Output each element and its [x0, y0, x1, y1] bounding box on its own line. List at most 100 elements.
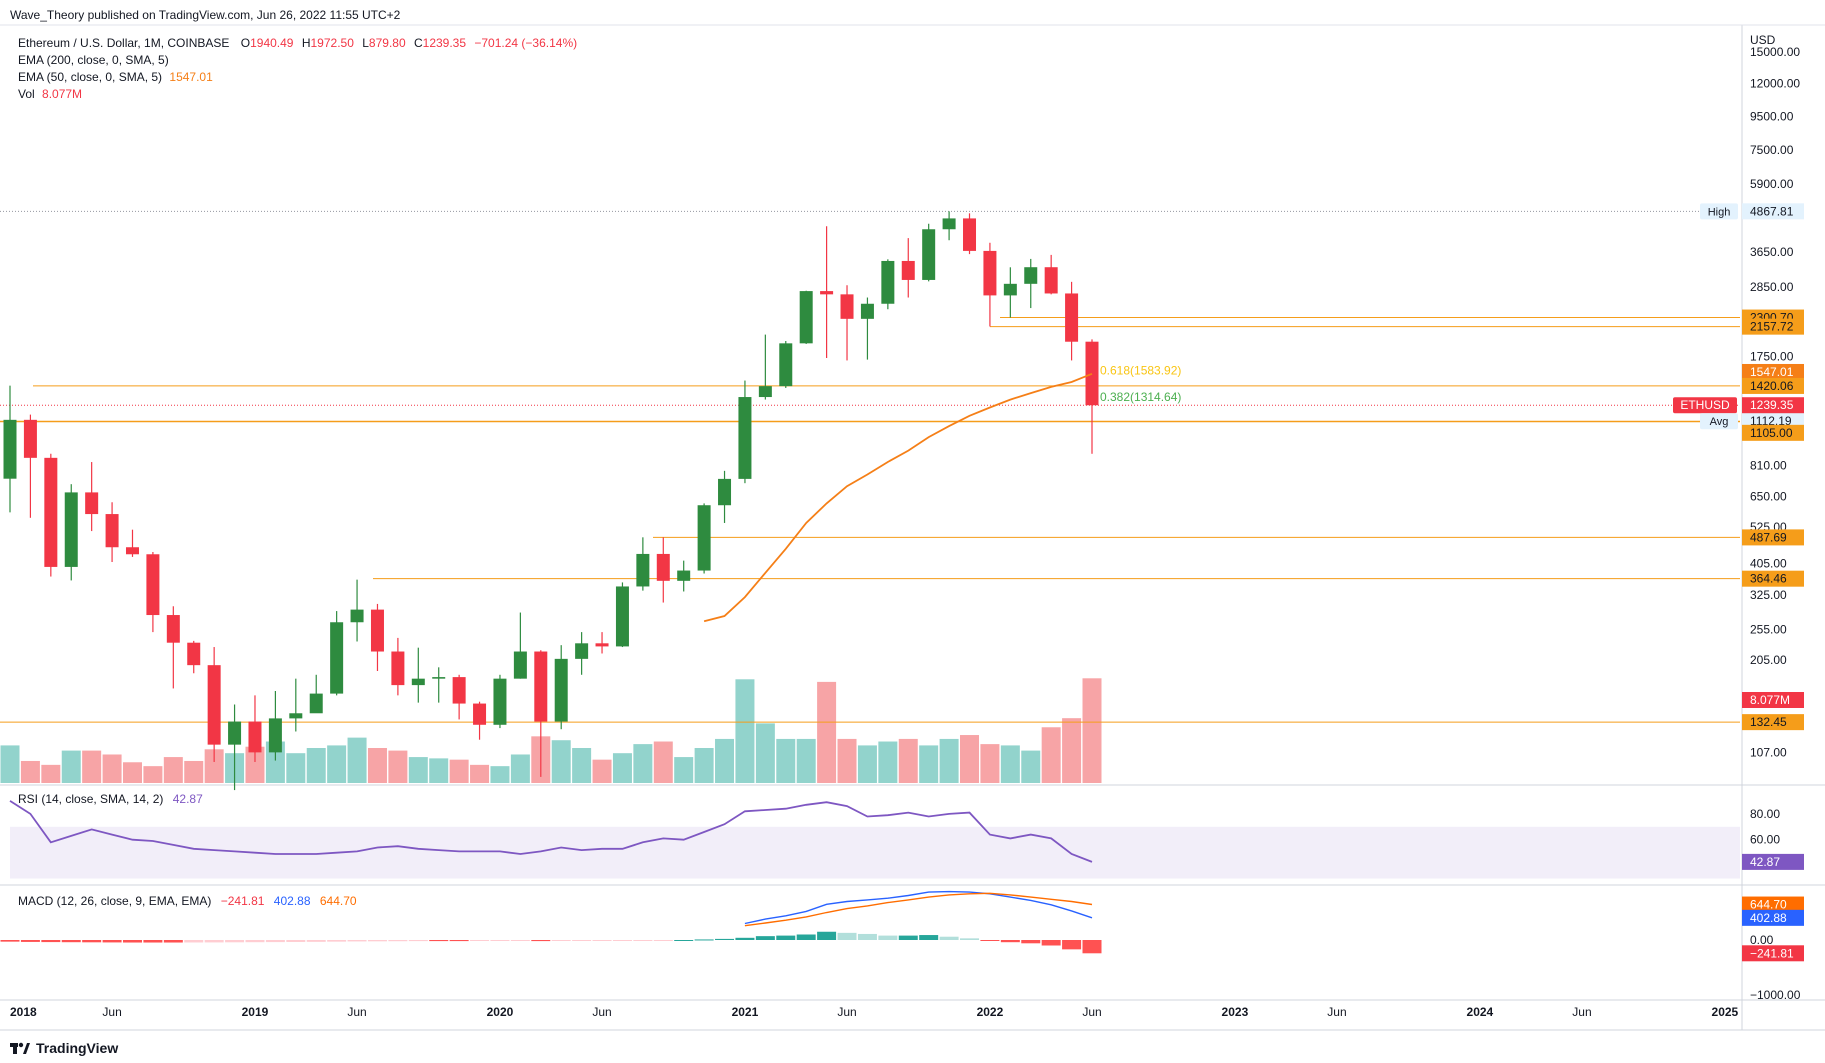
volume-bar [980, 744, 1000, 783]
candle-body[interactable] [493, 678, 507, 725]
candle-body[interactable] [595, 643, 609, 647]
macd-hist-bar [429, 940, 449, 942]
candle-body[interactable] [799, 291, 813, 344]
macd-hist-bar [102, 940, 122, 943]
ema50-line[interactable] [703, 372, 1093, 623]
tradingview-logo[interactable]: TradingView [10, 1040, 118, 1056]
candle-body[interactable] [963, 218, 977, 251]
candle-body[interactable] [1024, 267, 1038, 284]
candle-body[interactable] [779, 343, 793, 387]
candle-body[interactable] [452, 677, 466, 704]
candle-body[interactable] [289, 713, 303, 719]
candle-body[interactable] [248, 721, 262, 753]
volume-bar [490, 766, 510, 783]
candle-body[interactable] [513, 651, 527, 679]
candle-body[interactable] [309, 693, 323, 714]
candle-body[interactable] [860, 303, 874, 319]
candle-body[interactable] [473, 703, 487, 725]
candle-body[interactable] [881, 260, 895, 304]
macd-hist-bar [184, 940, 204, 943]
candle-body[interactable] [758, 386, 772, 398]
candle-body[interactable] [23, 419, 37, 458]
candle-body[interactable] [697, 505, 711, 571]
candle-body[interactable] [1065, 293, 1079, 342]
candle-body[interactable] [738, 397, 752, 479]
candle-body[interactable] [268, 718, 282, 753]
candle-body[interactable] [901, 260, 915, 280]
macd-hist-bar [898, 935, 918, 940]
tradingview-logo-icon [10, 1042, 30, 1054]
candle-body[interactable] [575, 643, 589, 659]
price-axis-currency: USD [1750, 33, 1776, 47]
volume-bar [122, 762, 142, 783]
candle-body[interactable] [85, 492, 99, 515]
candle-body[interactable] [64, 492, 78, 567]
candle-body[interactable] [330, 622, 344, 694]
candle-body[interactable] [187, 642, 201, 666]
candle-body[interactable] [146, 554, 160, 616]
ema50-legend[interactable]: EMA (50, close, 0, SMA, 5) 1547.01 [18, 70, 213, 84]
candle-body[interactable] [207, 665, 221, 745]
volume-bar [715, 738, 735, 783]
candle-body[interactable] [166, 615, 180, 643]
volume-bar [327, 745, 347, 783]
publisher-line: Wave_Theory published on TradingView.com… [10, 8, 401, 22]
level-price-tag-bg [1742, 529, 1804, 546]
volume-bar [898, 738, 918, 783]
candle-body[interactable] [1003, 283, 1017, 296]
candle-body[interactable] [350, 609, 364, 623]
candle-body[interactable] [922, 229, 936, 280]
macd-hist-bar [61, 940, 81, 943]
volume-bar [429, 758, 449, 783]
candle-body[interactable] [820, 291, 834, 295]
candle-body[interactable] [125, 547, 139, 555]
rsi-line[interactable] [9, 800, 1093, 863]
macd-legend[interactable]: MACD (12, 26, close, 9, EMA, EMA) −241.8… [18, 894, 357, 908]
ema200-legend[interactable]: EMA (200, close, 0, SMA, 5) [18, 53, 169, 67]
candle-body[interactable] [105, 514, 119, 548]
vol-legend[interactable]: Vol 8.077M [18, 87, 83, 101]
rsi-band [10, 826, 1740, 879]
avg-tag-label: Avg [1710, 416, 1729, 428]
candle-body[interactable] [1085, 341, 1099, 406]
candle-body[interactable] [718, 478, 732, 506]
candle-body[interactable] [44, 457, 58, 567]
candle-body[interactable] [636, 553, 650, 587]
candle-body[interactable] [370, 609, 384, 652]
candle-body[interactable] [942, 218, 956, 230]
macd-hist-bar [1000, 940, 1020, 943]
macd-hist-bar [796, 934, 816, 940]
rsi-legend[interactable]: RSI (14, close, SMA, 14, 2) 42.87 [18, 792, 203, 806]
candle-body[interactable] [228, 721, 242, 745]
price-axis-tick: 2850.00 [1750, 280, 1794, 294]
candle-body[interactable] [615, 586, 629, 647]
candle-body[interactable] [983, 250, 997, 296]
candle-body[interactable] [432, 677, 446, 679]
candle-body[interactable] [391, 651, 405, 686]
time-axis-tick: Jun [837, 1005, 856, 1019]
macd-signal-line[interactable] [744, 892, 1093, 927]
symbol-legend[interactable]: Ethereum / U.S. Dollar, 1M, COINBASE O19… [18, 36, 577, 50]
macd-line[interactable] [744, 890, 1093, 925]
volume-bar [367, 748, 387, 783]
volume-bar [286, 753, 306, 783]
candle-body[interactable] [1044, 267, 1058, 294]
candle-body[interactable] [840, 294, 854, 319]
candle-body[interactable] [411, 678, 425, 686]
macd-hist-tag-bg [1742, 945, 1804, 962]
macd-hist-bar [735, 937, 755, 940]
candle-body[interactable] [554, 658, 568, 722]
high-tag-label: High [1708, 206, 1731, 218]
high-price-tag: 4867.81 [1750, 204, 1794, 218]
volume-bar [41, 764, 61, 783]
candle-body[interactable] [3, 419, 17, 479]
candle-body[interactable] [656, 553, 670, 581]
macd-hist-tag: −241.81 [1750, 946, 1794, 960]
candle-body[interactable] [677, 570, 691, 581]
macd-hist-bar [82, 940, 102, 943]
level-price-tag-bg [1742, 570, 1804, 587]
macd-hist-bar [980, 940, 1000, 941]
volume-bar [796, 738, 816, 783]
candle-body[interactable] [534, 651, 548, 722]
